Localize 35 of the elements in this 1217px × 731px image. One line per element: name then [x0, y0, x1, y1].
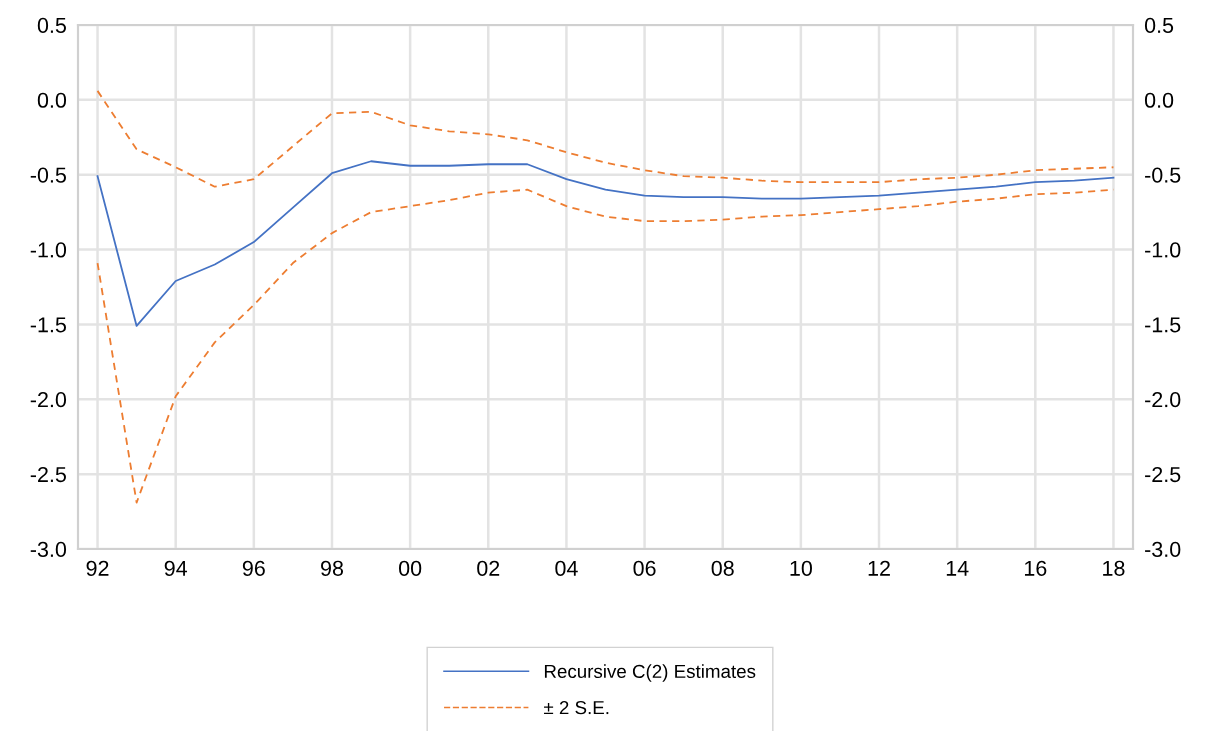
y-tick-label: -1.0 — [30, 242, 67, 258]
y2-tick-label: 0.0 — [1144, 92, 1174, 108]
legend-label: ± 2 S.E. — [544, 700, 609, 715]
legend-label: Recursive C(2) Estimates — [544, 664, 756, 682]
line-series — [96, 89, 1115, 188]
x-tick-label: 06 — [633, 560, 656, 576]
x-tick-label: 10 — [790, 560, 812, 576]
x-tick-label: 18 — [1103, 560, 1125, 576]
y-tick-label: -3.0 — [30, 541, 67, 558]
x-tick-label: 12 — [868, 560, 890, 576]
y2-tick-label: -2.0 — [1145, 392, 1181, 408]
y-tick-label: -0.5 — [30, 167, 66, 183]
x-tick-label: 14 — [946, 560, 969, 576]
y-tick-label: 0.5 — [37, 17, 66, 34]
line-series — [96, 160, 1115, 327]
x-tick-label: 02 — [477, 560, 500, 576]
y2-tick-label: -1.5 — [1145, 317, 1181, 333]
x-tick-label: 98 — [321, 560, 344, 576]
y-tick-label: 0.0 — [37, 92, 67, 108]
line-series — [96, 188, 1115, 504]
y2-tick-label: 0.5 — [1144, 17, 1174, 34]
x-tick-label: 96 — [242, 560, 265, 576]
y-tick-label: -2.0 — [30, 392, 67, 408]
y-tick-label: -1.5 — [30, 317, 66, 333]
x-tick-label: 04 — [555, 560, 578, 576]
x-tick-label: 94 — [164, 560, 188, 576]
x-tick-label: 92 — [86, 560, 109, 576]
y2-tick-label: -3.0 — [1145, 541, 1181, 558]
y2-tick-label: -1.0 — [1145, 242, 1181, 258]
x-tick-label: 08 — [711, 560, 734, 576]
y-tick-label: -2.5 — [30, 466, 66, 483]
y2-tick-label: -2.5 — [1145, 466, 1181, 483]
y2-tick-label: -0.5 — [1145, 167, 1181, 183]
x-tick-label: 00 — [399, 560, 422, 576]
x-tick-label: 16 — [1024, 560, 1047, 576]
